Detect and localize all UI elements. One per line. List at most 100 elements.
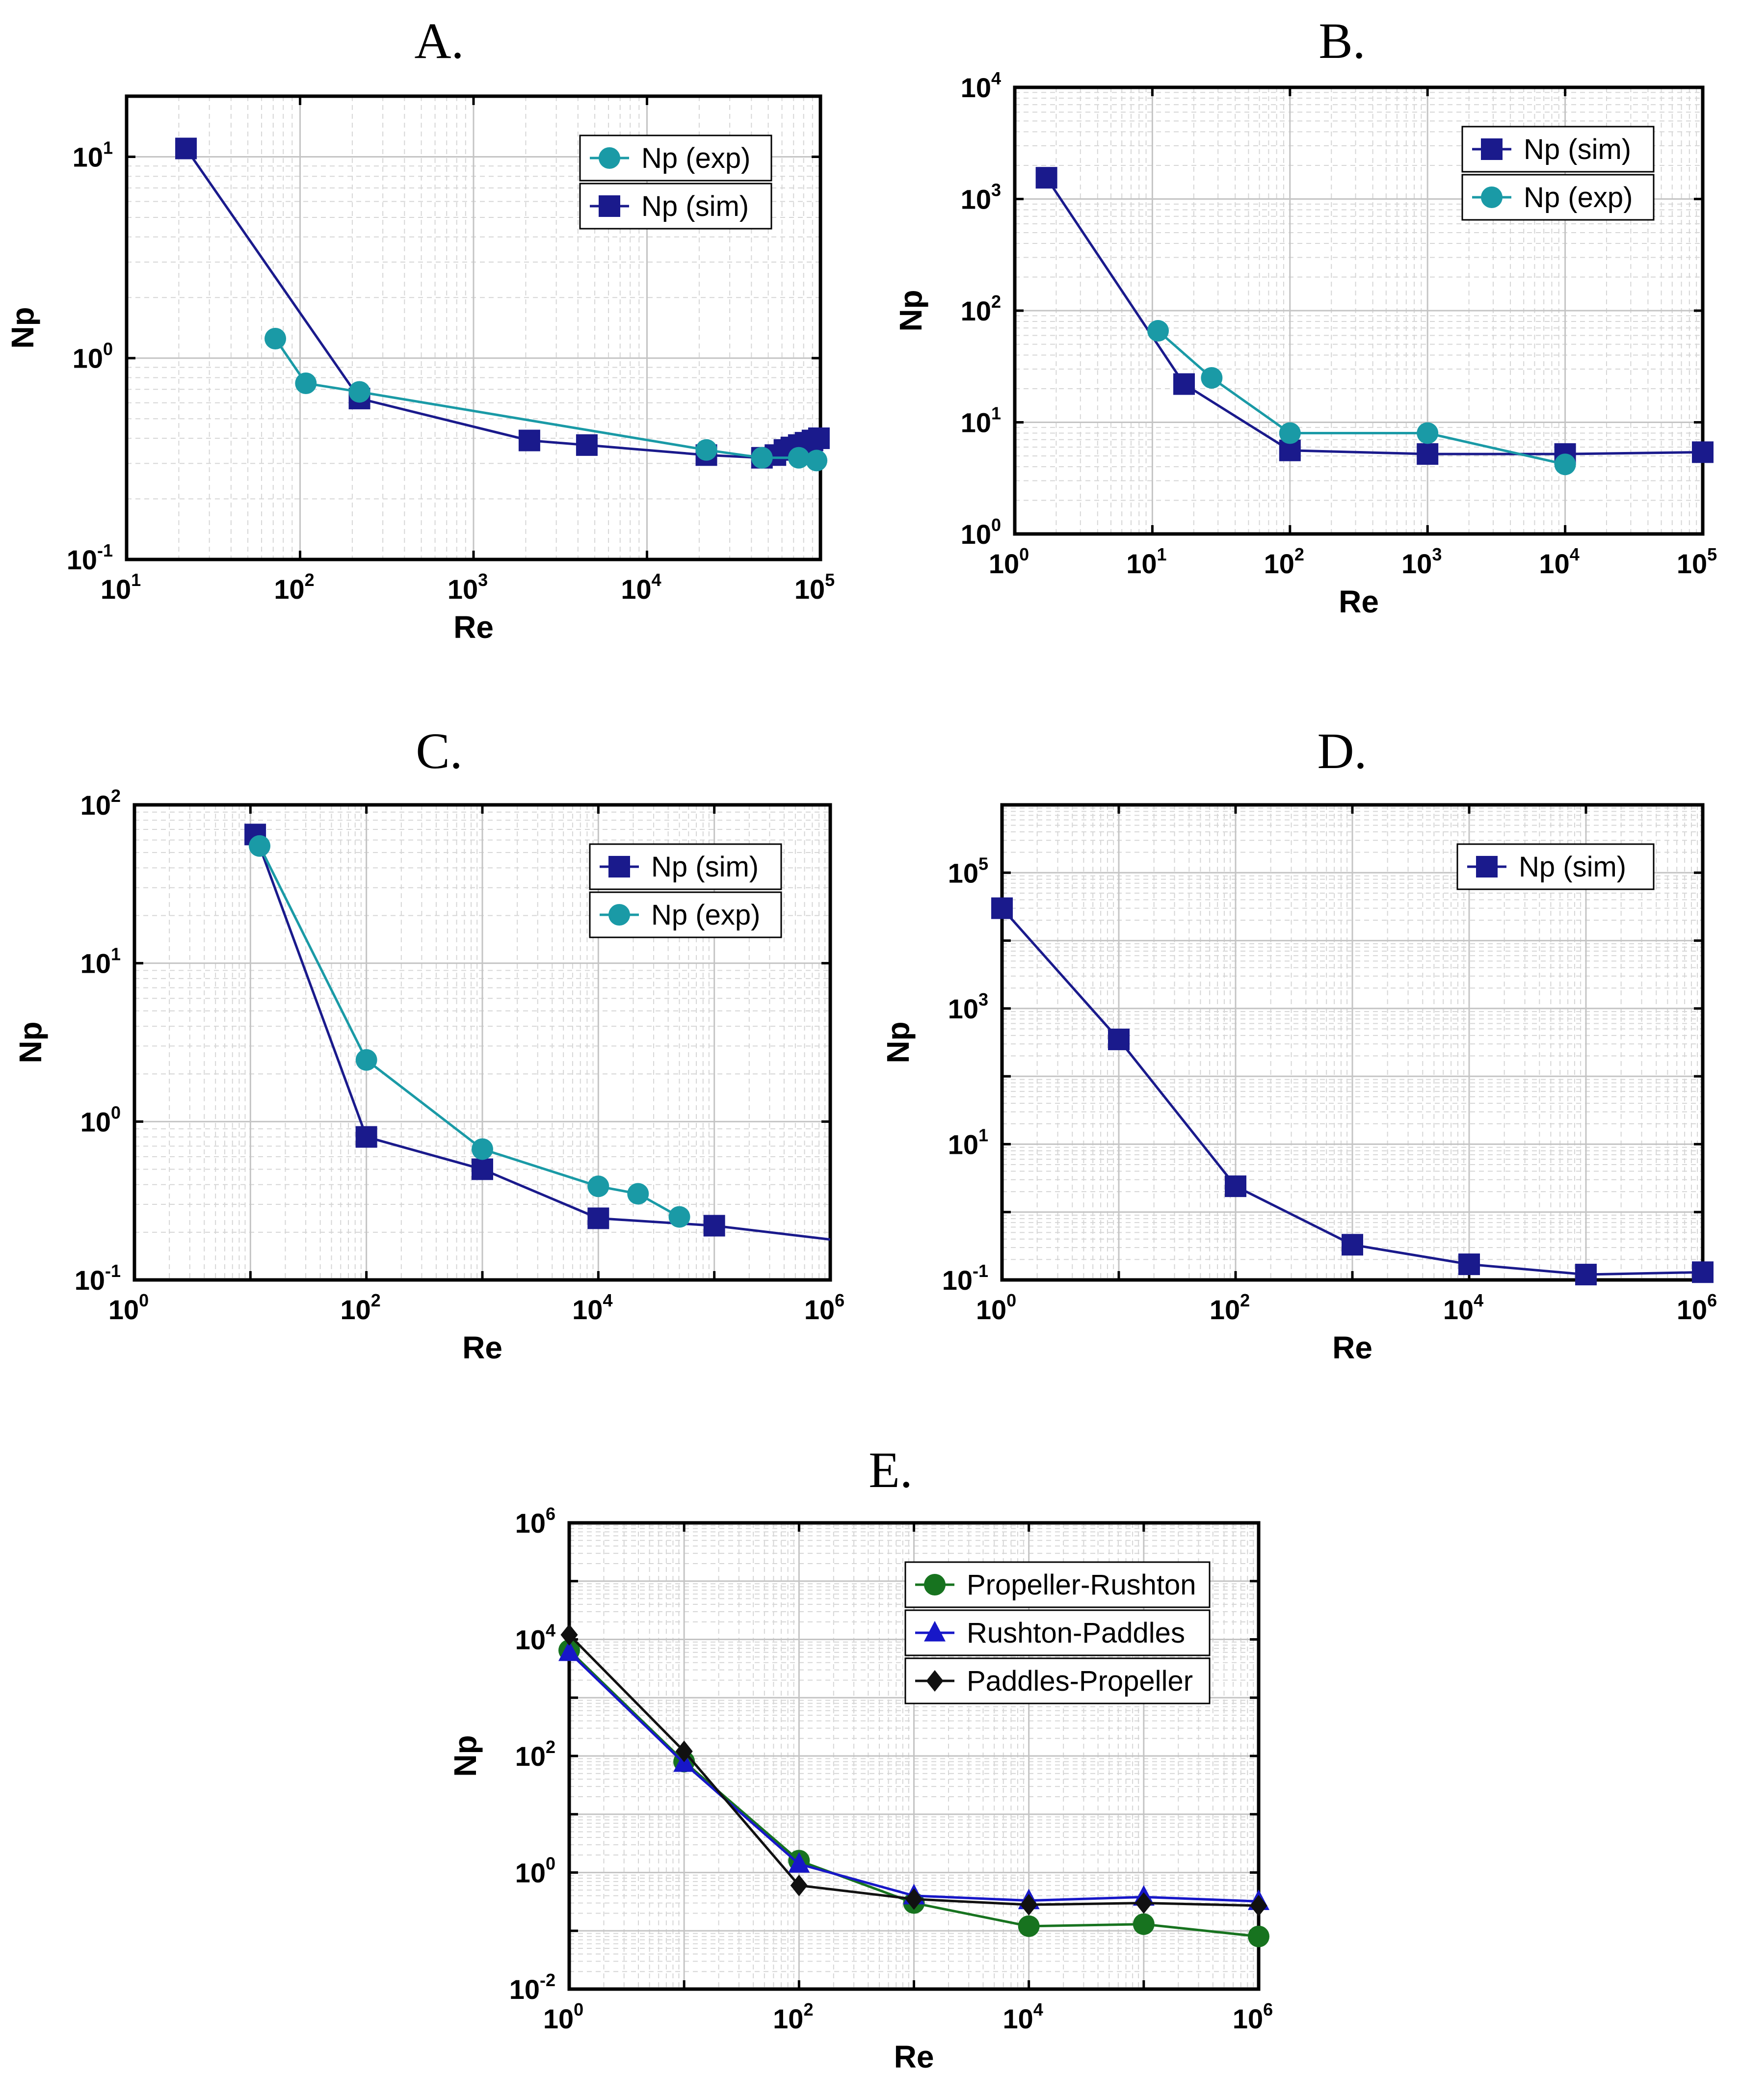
data-point xyxy=(348,381,370,403)
legend-label: Np (sim) xyxy=(1519,851,1626,883)
series-np-sim- xyxy=(244,824,831,1241)
data-point xyxy=(1108,1028,1130,1050)
chart-panel-2: B. 100 101 102 103 104 105 100 101 102 103 104 Re Np N… xyxy=(893,13,1717,619)
legend-label: Np (exp) xyxy=(651,899,760,931)
y-axis-title: Np xyxy=(880,1021,916,1063)
legend-marker xyxy=(924,1574,946,1595)
data-point xyxy=(675,1740,693,1762)
x-tick-label: 105 xyxy=(1677,544,1717,579)
series-np-exp- xyxy=(249,835,690,1228)
data-point xyxy=(808,427,830,450)
data-point xyxy=(790,1874,808,1896)
data-point xyxy=(1201,367,1223,389)
data-point xyxy=(175,137,197,159)
y-axis-title: Np xyxy=(448,1735,483,1777)
legend: Np (exp) Np (sim) xyxy=(579,134,772,230)
data-point xyxy=(695,439,717,461)
series-paddles-propeller xyxy=(560,1624,1267,1917)
y-tick-label: 10-2 xyxy=(509,1970,555,2005)
legend-marker xyxy=(926,1670,944,1692)
data-point xyxy=(295,372,317,395)
series-line xyxy=(254,834,831,1241)
data-point xyxy=(1458,1253,1480,1276)
data-point xyxy=(587,1207,609,1229)
x-tick-label: 100 xyxy=(976,1290,1016,1325)
legend-marker xyxy=(1481,138,1503,160)
panel-label: B. xyxy=(1319,13,1365,69)
y-tick-label: 104 xyxy=(515,1621,555,1655)
data-point xyxy=(668,1206,690,1228)
data-point xyxy=(1417,443,1439,465)
panel-label: A. xyxy=(414,13,464,69)
x-tick-label: 101 xyxy=(1126,544,1166,579)
data-point xyxy=(472,1158,493,1180)
data-point xyxy=(1279,422,1301,444)
y-tick-label: 102 xyxy=(961,292,1001,326)
x-tick-label: 104 xyxy=(1003,1999,1043,2034)
data-point xyxy=(249,835,271,857)
x-axis-title: Re xyxy=(1332,1330,1372,1365)
chart-panel-5: E.100 102 104 10610-2100102104106ReNpPropel… xyxy=(448,1442,1273,2074)
x-tick-label: 103 xyxy=(448,570,488,605)
legend-marker xyxy=(599,147,620,169)
legend-label: Np (exp) xyxy=(1524,182,1633,213)
chart-panel-4: D. 100 102 104 106 10-1 101 103 105 Re Np Np (sim) xyxy=(880,723,1717,1365)
x-axis-title: Re xyxy=(1339,584,1379,619)
legend-label: Np (sim) xyxy=(641,190,749,222)
x-tick-label: 106 xyxy=(804,1290,844,1325)
data-point xyxy=(1692,441,1714,463)
legend-marker xyxy=(1476,856,1498,877)
data-point xyxy=(905,1888,923,1910)
y-tick-label: 10-1 xyxy=(67,540,113,575)
panel-label: C. xyxy=(416,723,462,779)
panel-label: E. xyxy=(869,1442,913,1498)
x-tick-label: 100 xyxy=(989,544,1029,579)
data-point xyxy=(1173,373,1195,395)
legend: Propeller-Rushton Rushton-Paddles Paddles-… xyxy=(904,1561,1211,1704)
y-tick-label: 100 xyxy=(73,339,113,374)
legend-marker xyxy=(608,856,630,877)
x-tick-label: 104 xyxy=(621,570,661,605)
data-point xyxy=(788,1852,810,1873)
data-point xyxy=(1575,1264,1597,1286)
data-point xyxy=(518,429,540,452)
data-point xyxy=(576,434,598,456)
x-tick-label: 105 xyxy=(794,570,835,605)
legend: Np (sim) Np (exp) xyxy=(1461,126,1655,221)
x-tick-label: 103 xyxy=(1401,544,1442,579)
data-point xyxy=(560,1624,578,1646)
x-tick-label: 101 xyxy=(101,570,141,605)
data-point xyxy=(991,897,1013,919)
data-point xyxy=(1554,453,1576,476)
x-tick-label: 102 xyxy=(1264,544,1304,579)
y-tick-label: 102 xyxy=(80,786,121,821)
data-point xyxy=(264,327,287,349)
data-point xyxy=(1020,1894,1038,1916)
data-point xyxy=(1342,1234,1363,1256)
data-point xyxy=(472,1138,493,1160)
data-point xyxy=(1035,167,1057,189)
series-np-sim- xyxy=(1035,167,1714,465)
y-tick-label: 101 xyxy=(961,403,1001,438)
x-tick-label: 102 xyxy=(773,1999,813,2034)
x-tick-label: 104 xyxy=(1539,544,1579,579)
y-tick-label: 105 xyxy=(948,853,988,888)
y-tick-label: 103 xyxy=(948,989,988,1024)
legend-label: Np (sim) xyxy=(651,851,759,883)
x-tick-label: 102 xyxy=(1210,1290,1250,1325)
series-line xyxy=(1157,330,1566,466)
legend-entry-box xyxy=(904,1561,1211,1608)
data-point xyxy=(1135,1892,1153,1914)
series-np-sim- xyxy=(991,897,1714,1286)
data-point xyxy=(751,447,773,469)
data-point xyxy=(558,1640,580,1661)
legend-label: Np (sim) xyxy=(1524,133,1631,165)
data-point xyxy=(587,1175,609,1197)
y-tick-label: 101 xyxy=(80,944,121,979)
x-tick-label: 104 xyxy=(1443,1290,1483,1325)
data-point xyxy=(1018,1915,1040,1937)
x-axis-title: Re xyxy=(462,1330,502,1365)
x-tick-label: 106 xyxy=(1233,1999,1273,2034)
